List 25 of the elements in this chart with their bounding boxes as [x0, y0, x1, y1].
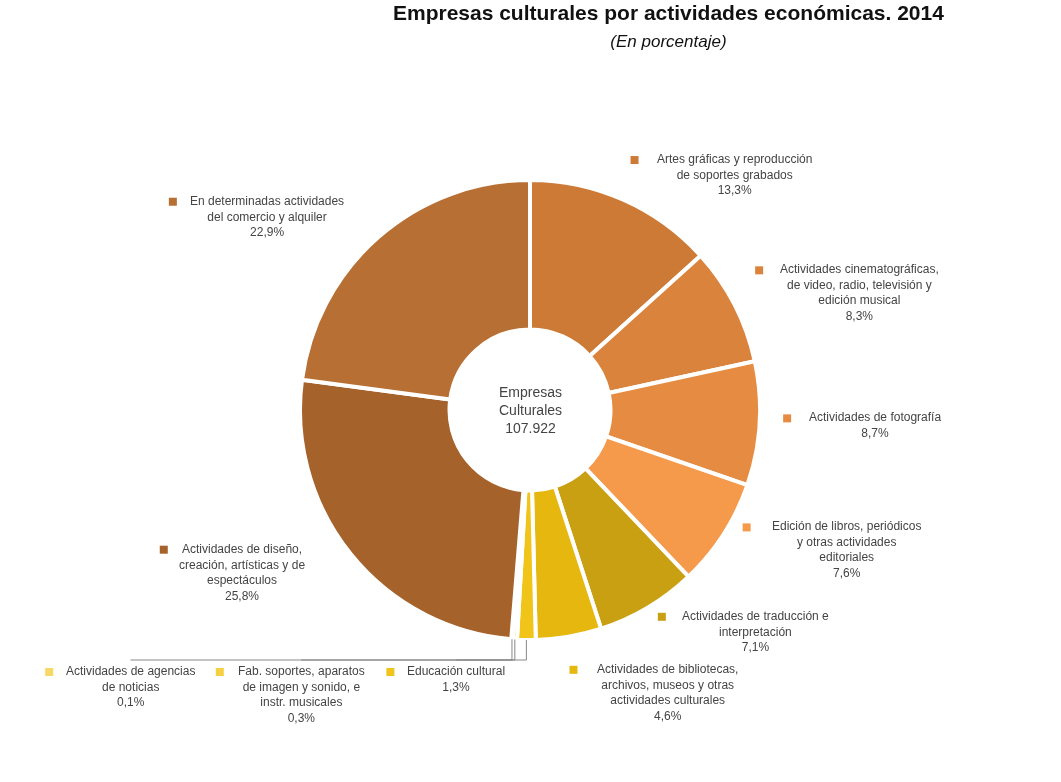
legend-label: Actividades cinematográficas, de video, radio, televisión y edición musical — [780, 262, 939, 308]
data-label: 8,3% — [845, 308, 874, 323]
data-label: 0,1% — [117, 695, 145, 710]
text: Empresas Culturales 107.922 — [499, 384, 563, 437]
data-label: 7,1% — [741, 640, 770, 655]
legend-label: Fab. soportes, aparatos de imagen y sonido, e instr. musicales — [238, 664, 365, 710]
legend-label: En determinadas actividades del comercio y alquiler — [190, 194, 345, 224]
data-label: 13,3% — [717, 183, 753, 198]
data-label: 22,9% — [250, 225, 285, 240]
legend-label: Artes gráficas y reproducción de soportes grabados — [657, 152, 813, 182]
chart-title: Empresas culturales por actividades económicas. 2014 — [392, 0, 945, 24]
data-label: 1,3% — [442, 679, 471, 694]
data-label: 4,6% — [654, 708, 682, 723]
data-label: 8,7% — [861, 425, 890, 440]
data-label: 0,3% — [287, 710, 316, 725]
data-label: 7,6% — [833, 565, 861, 580]
legend-label: Actividades de diseño, creación, artísticas y de espectáculos — [179, 542, 306, 588]
legend-label: Educación cultural — [407, 664, 506, 678]
legend-label: Actividades de fotografía — [809, 410, 942, 424]
legend-label: Edición de libros, periódicos y otras actividades editoriales — [772, 519, 922, 565]
legend-label: Actividades de agencias de noticias — [66, 664, 196, 694]
data-label: 25,8% — [225, 588, 260, 603]
chart-subtitle: (En porcentaje) — [610, 31, 727, 51]
legend-label: Actividades de traducción e interpretación — [682, 609, 830, 639]
legend-label: Actividades de bibliotecas, archivos, museos y otras actividades culturales — [597, 662, 739, 708]
